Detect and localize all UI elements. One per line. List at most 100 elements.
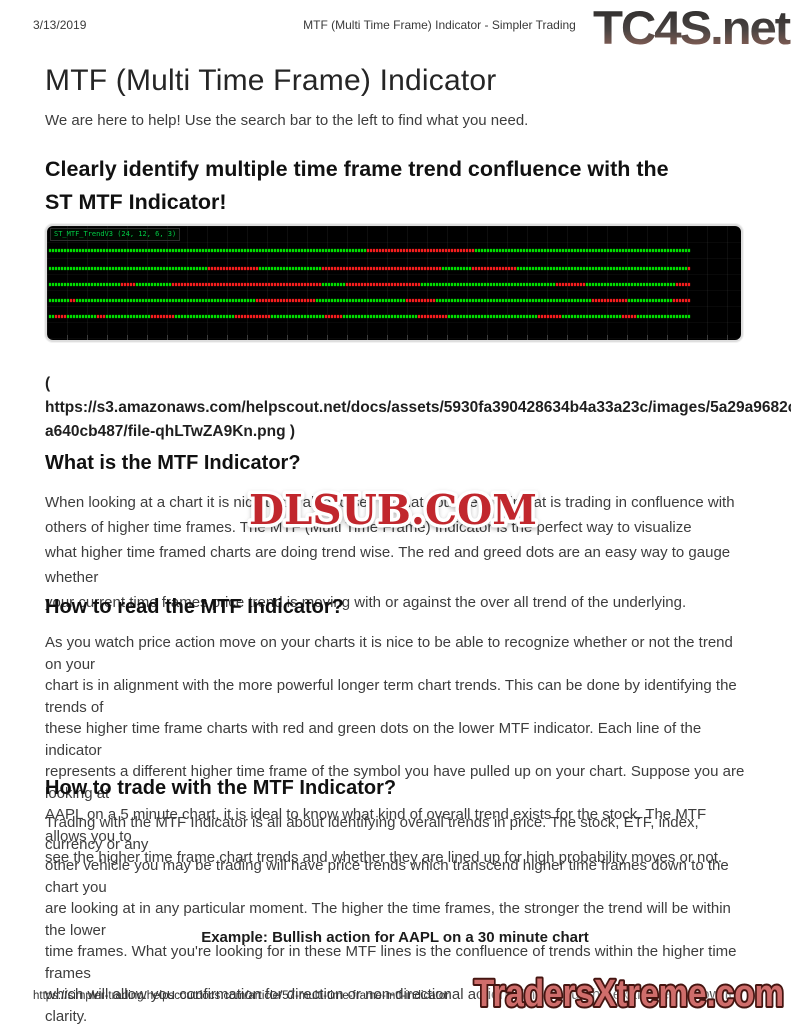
green-trend-dot <box>49 299 51 302</box>
green-trend-dot <box>529 315 531 318</box>
green-trend-dot <box>676 315 678 318</box>
green-trend-dot <box>589 283 591 286</box>
red-trend-dot <box>427 249 429 252</box>
green-trend-dot <box>490 283 492 286</box>
red-trend-dot <box>163 315 165 318</box>
green-trend-dot <box>76 315 78 318</box>
green-trend-dot <box>583 267 585 270</box>
green-trend-dot <box>637 299 639 302</box>
green-trend-dot <box>319 315 321 318</box>
green-trend-dot <box>343 299 345 302</box>
green-trend-dot <box>58 299 60 302</box>
green-trend-dot <box>673 249 675 252</box>
red-trend-dot <box>412 299 414 302</box>
green-trend-dot <box>319 249 321 252</box>
green-trend-dot <box>457 299 459 302</box>
green-trend-dot <box>601 267 603 270</box>
green-trend-dot <box>109 299 111 302</box>
red-trend-dot <box>685 299 687 302</box>
green-trend-dot <box>637 267 639 270</box>
green-trend-dot <box>622 267 624 270</box>
green-trend-dot <box>670 299 672 302</box>
green-trend-dot <box>634 299 636 302</box>
green-trend-dot <box>598 283 600 286</box>
green-trend-dot <box>88 315 90 318</box>
green-trend-dot <box>277 267 279 270</box>
green-trend-dot <box>157 267 159 270</box>
green-trend-dot <box>151 249 153 252</box>
green-trend-dot <box>193 299 195 302</box>
red-trend-dot <box>598 299 600 302</box>
green-trend-dot <box>274 315 276 318</box>
red-trend-dot <box>349 283 351 286</box>
red-trend-dot <box>379 267 381 270</box>
red-trend-dot <box>604 299 606 302</box>
green-trend-dot <box>229 249 231 252</box>
red-trend-dot <box>310 283 312 286</box>
green-trend-dot <box>316 267 318 270</box>
red-trend-dot <box>367 249 369 252</box>
mtf-dot-row-3 <box>49 283 691 286</box>
red-trend-dot <box>352 283 354 286</box>
red-trend-dot <box>391 249 393 252</box>
red-trend-dot <box>238 283 240 286</box>
red-trend-dot <box>247 315 249 318</box>
green-trend-dot <box>688 249 690 252</box>
image-citation-link[interactable]: ( https://s3.amazonaws.com/helpscout.net… <box>45 375 791 440</box>
green-trend-dot <box>127 315 129 318</box>
red-trend-dot <box>583 283 585 286</box>
red-trend-dot <box>232 283 234 286</box>
red-trend-dot <box>553 315 555 318</box>
green-trend-dot <box>673 315 675 318</box>
green-trend-dot <box>148 249 150 252</box>
red-trend-dot <box>172 283 174 286</box>
green-trend-dot <box>133 299 135 302</box>
green-trend-dot <box>541 249 543 252</box>
green-trend-dot <box>424 283 426 286</box>
green-trend-dot <box>520 299 522 302</box>
red-trend-dot <box>214 283 216 286</box>
green-trend-dot <box>196 267 198 270</box>
red-trend-dot <box>205 283 207 286</box>
green-trend-dot <box>577 315 579 318</box>
green-trend-dot <box>430 283 432 286</box>
green-trend-dot <box>298 249 300 252</box>
green-trend-dot <box>637 249 639 252</box>
green-trend-dot <box>289 249 291 252</box>
red-trend-dot <box>445 249 447 252</box>
red-trend-dot <box>688 283 690 286</box>
red-trend-dot <box>418 267 420 270</box>
mtf-dot-row-1 <box>49 249 691 252</box>
green-trend-dot <box>457 283 459 286</box>
green-trend-dot <box>160 249 162 252</box>
green-trend-dot <box>109 283 111 286</box>
red-trend-dot <box>250 267 252 270</box>
green-trend-dot <box>181 267 183 270</box>
green-trend-dot <box>94 299 96 302</box>
green-trend-dot <box>85 315 87 318</box>
green-trend-dot <box>517 283 519 286</box>
red-trend-dot <box>328 267 330 270</box>
green-trend-dot <box>649 299 651 302</box>
red-trend-dot <box>268 299 270 302</box>
section-body-how-to-trade: Trading with the MTF Indicator is all ab… <box>45 814 743 1024</box>
green-trend-dot <box>283 249 285 252</box>
green-trend-dot <box>292 315 294 318</box>
green-trend-dot <box>514 315 516 318</box>
green-trend-dot <box>328 249 330 252</box>
green-trend-dot <box>211 249 213 252</box>
green-trend-dot <box>325 249 327 252</box>
red-trend-dot <box>64 315 66 318</box>
red-trend-dot <box>577 283 579 286</box>
green-trend-dot <box>499 249 501 252</box>
red-trend-dot <box>559 315 561 318</box>
green-trend-dot <box>499 299 501 302</box>
green-trend-dot <box>355 315 357 318</box>
green-trend-dot <box>232 315 234 318</box>
green-trend-dot <box>382 299 384 302</box>
red-trend-dot <box>256 315 258 318</box>
green-trend-dot <box>148 299 150 302</box>
green-trend-dot <box>535 249 537 252</box>
green-trend-dot <box>292 267 294 270</box>
footer-source-url[interactable]: https://simpler-trading.helpscoutdocs.co… <box>33 990 450 1002</box>
